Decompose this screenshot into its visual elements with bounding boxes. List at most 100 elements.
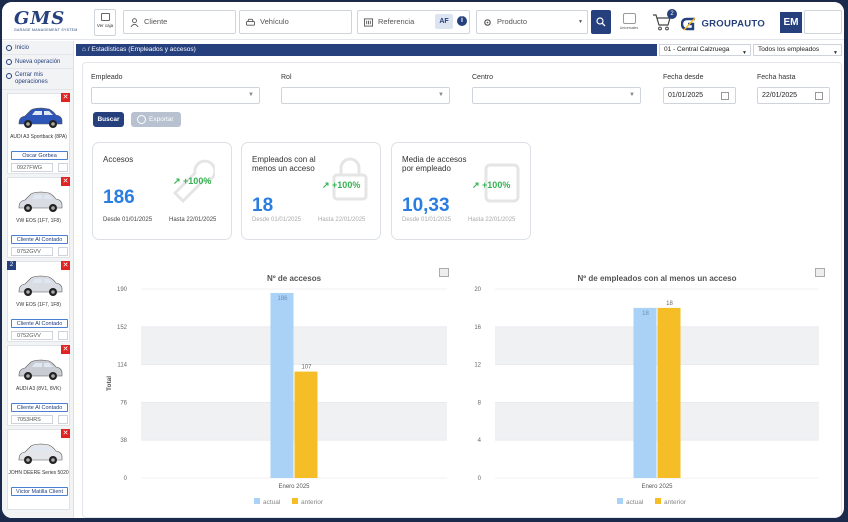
- empleados-select[interactable]: Todos los empleados ▼: [753, 44, 842, 56]
- lock-icon: [332, 157, 368, 201]
- copy-icon[interactable]: [58, 247, 68, 256]
- rol-label: Rol: [281, 74, 292, 81]
- centro-filter-select[interactable]: ▼: [472, 87, 641, 104]
- gms-logo[interactable]: GMS GARAGE MANAGEMENT SYSTEM: [14, 8, 77, 34]
- card-change-value: +100%: [332, 180, 361, 190]
- vehicle-client-button[interactable]: Oscar Gorbea: [11, 151, 68, 160]
- x-tick-label: Enero 2025: [278, 484, 310, 490]
- vehicle-card[interactable]: ✕ AUDI A3 (8V1, 8VK) Cliente Al Contado …: [7, 345, 70, 426]
- grid-band: [141, 326, 447, 365]
- rol-select[interactable]: ▼: [281, 87, 450, 104]
- centro-select[interactable]: 01 - Central Calzruega ▼: [659, 44, 751, 56]
- universales-button[interactable]: Universales: [614, 10, 644, 34]
- hasta-label: Hasta: [318, 217, 334, 223]
- close-icon: [6, 73, 12, 79]
- top-bar: GMS GARAGE MANAGEMENT SYSTEM Ver caja Cl…: [2, 2, 844, 40]
- close-icon[interactable]: ✕: [61, 177, 70, 186]
- empleados-chart: Nº de empleados con al menos un acceso 0 4…: [465, 274, 819, 506]
- cliente-input[interactable]: Cliente: [123, 10, 236, 34]
- desde-label: Desde: [252, 217, 270, 223]
- card-change-value: +100%: [482, 180, 511, 190]
- vehicle-card[interactable]: ✕ VW EOS (1F7, 1F8) Cliente Al Contado 0…: [7, 177, 70, 258]
- ver-caja-button[interactable]: Ver caja: [94, 9, 116, 36]
- copy-icon[interactable]: [58, 163, 68, 172]
- car-image: [18, 191, 63, 212]
- bar-anterior: [294, 371, 318, 478]
- logo-text: GMS: [14, 8, 66, 29]
- af-button[interactable]: AF: [435, 14, 453, 29]
- fecha-hasta-input[interactable]: 22/01/2025: [757, 87, 830, 104]
- close-icon[interactable]: ✕: [61, 429, 70, 438]
- hasta-label: Hasta: [169, 217, 185, 223]
- copy-icon[interactable]: [58, 331, 68, 340]
- card-desde: Desde 01/01/2025: [103, 217, 152, 223]
- empleado-select[interactable]: ▼: [91, 87, 260, 104]
- bar-value-label: 107: [301, 365, 312, 371]
- vehicle-card[interactable]: 2 ✕ VW EOS (1F7, 1F8) Cliente Al Contado…: [7, 261, 70, 342]
- bar-value-label: 18: [642, 311, 649, 317]
- sidebar-item-inicio[interactable]: Inicio: [2, 41, 73, 55]
- chevron-down-icon: ▼: [629, 92, 635, 98]
- universales-label: Universales: [619, 26, 639, 30]
- sidebar-item-cerrar-operaciones[interactable]: Cerrar mis operaciones: [2, 69, 73, 90]
- vehicle-name: AUDI A3 (8V1, 8VK): [15, 386, 62, 392]
- media-card: Media de accesos por empleado ↗ +100% 10…: [391, 142, 531, 240]
- section-header: ⌂ / Estadísticas (Empleados y accesos): [76, 44, 657, 56]
- car-icon: [246, 18, 255, 26]
- search-button[interactable]: [591, 10, 611, 34]
- barcode-icon: [364, 18, 373, 27]
- exportar-button[interactable]: Exportar: [131, 112, 181, 127]
- bar-value-label: 18: [666, 301, 673, 307]
- referencia-input[interactable]: Referencia: [357, 10, 470, 34]
- home-icon[interactable]: ⌂: [82, 46, 86, 53]
- desde-label: Desde: [402, 217, 420, 223]
- chart-title: Nº de empleados con al menos un acceso: [578, 274, 737, 283]
- calendar-icon[interactable]: [815, 92, 823, 100]
- account-menu[interactable]: [804, 10, 842, 34]
- info-icon[interactable]: i: [457, 16, 467, 26]
- vehicle-client-button[interactable]: Cliente Al Contado: [11, 235, 68, 244]
- referencia-placeholder: Referencia: [378, 17, 415, 26]
- fecha-hasta-label: Fecha hasta: [757, 74, 796, 81]
- card-hasta: Hasta 22/01/2025: [468, 217, 515, 223]
- universales-icon: [623, 13, 636, 24]
- vehicle-name: AUDI A3 Sportback (8PA): [10, 134, 67, 140]
- fecha-desde-input[interactable]: 01/01/2025: [663, 87, 736, 104]
- sidebar-item-label: Cerrar mis operaciones: [15, 72, 48, 85]
- grid-band: [495, 326, 819, 365]
- close-icon[interactable]: ✕: [61, 93, 70, 102]
- sidebar-item-nueva-operacion[interactable]: Nueva operación: [2, 55, 73, 69]
- producto-select[interactable]: Producto ▼: [476, 10, 588, 34]
- vehicle-card[interactable]: ✕ JOHN DEERE Series 5020 Victor Matilla …: [7, 429, 70, 510]
- vehicle-client-button[interactable]: Victor Matilla Client: [11, 487, 68, 496]
- desde-label: Desde: [103, 217, 121, 223]
- user-avatar[interactable]: EM: [780, 12, 802, 33]
- card-title: Accesos: [103, 155, 134, 164]
- copy-icon[interactable]: [58, 415, 68, 424]
- y-tick-label: 16: [474, 325, 481, 331]
- download-chart-icon[interactable]: [815, 268, 825, 277]
- vehicle-client-button[interactable]: Cliente Al Contado: [11, 403, 68, 412]
- y-tick-label: 8: [478, 400, 482, 406]
- cart-icon[interactable]: [652, 12, 672, 32]
- legend-swatch-actual: [617, 498, 623, 504]
- vehiculo-input[interactable]: Vehículo: [239, 10, 352, 34]
- car-image: [18, 275, 63, 296]
- close-icon[interactable]: ✕: [61, 345, 70, 354]
- chevron-down-icon: ▼: [438, 92, 444, 98]
- bar-actual: [270, 292, 294, 478]
- vehicle-client-button[interactable]: Cliente Al Contado: [11, 319, 68, 328]
- grid-band: [495, 402, 819, 441]
- cash-register-icon: [101, 13, 110, 21]
- download-icon: [137, 115, 146, 124]
- card-change-value: +100%: [183, 176, 212, 186]
- buscar-button[interactable]: Buscar: [93, 112, 124, 127]
- vehicle-card[interactable]: ✕ AUDI A3 Sportback (8PA) Oscar Gorbea 0…: [7, 93, 70, 174]
- calendar-icon[interactable]: [721, 92, 729, 100]
- download-chart-icon[interactable]: [439, 268, 449, 277]
- card-change: ↗ +100%: [472, 180, 511, 190]
- close-icon[interactable]: ✕: [61, 261, 70, 270]
- legend-label-actual: actual: [263, 499, 281, 506]
- empleados-select-value: Todos los empleados: [758, 46, 820, 53]
- centro-label: Centro: [472, 74, 494, 81]
